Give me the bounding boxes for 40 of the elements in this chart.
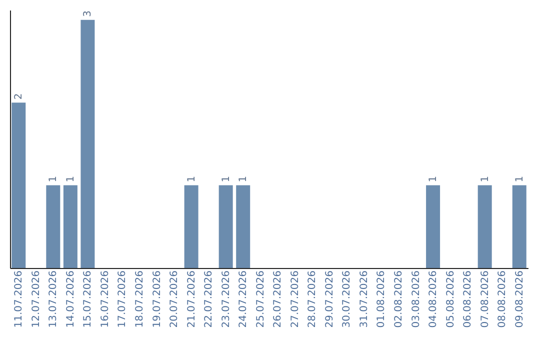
x-tick-label: 29.07.2026 — [324, 270, 336, 328]
data-label: 1 — [480, 176, 491, 182]
data-label: 1 — [186, 176, 198, 182]
x-tick-label: 11.07.2026 — [14, 270, 25, 328]
data-label: 1 — [238, 176, 250, 182]
x-tick-label: 30.07.2026 — [342, 270, 353, 328]
x-tick-label: 07.08.2026 — [480, 270, 491, 328]
x-tick-label: 22.07.2026 — [204, 270, 215, 328]
x-tick-label: 28.07.2026 — [307, 270, 318, 328]
x-tick-label: 05.08.2026 — [445, 270, 456, 328]
x-tick-label: 18.07.2026 — [134, 270, 146, 328]
x-tick-label: 12.07.2026 — [30, 270, 42, 328]
x-tick-label: 31.07.2026 — [358, 270, 370, 328]
x-tick-label: 01.08.2026 — [376, 270, 388, 328]
x-tick-label: 24.07.2026 — [238, 270, 250, 328]
x-tick-label: 17.07.2026 — [117, 270, 128, 328]
x-tick-label: 13.07.2026 — [48, 270, 60, 328]
data-label: 1 — [65, 176, 76, 182]
x-tick-label: 16.07.2026 — [100, 270, 111, 328]
data-label: 1 — [514, 176, 526, 182]
x-tick-label: 09.08.2026 — [514, 270, 526, 328]
x-tick-label: 14.07.2026 — [65, 270, 76, 328]
data-label: 1 — [48, 176, 60, 182]
x-tick-label: 25.07.2026 — [255, 270, 266, 328]
x-tick-label: 03.08.2026 — [410, 270, 422, 328]
data-label: 1 — [220, 176, 232, 182]
x-tick-label: 04.08.2026 — [428, 270, 440, 328]
x-tick-label: 26.07.2026 — [272, 270, 284, 328]
x-tick-label: 19.07.2026 — [152, 270, 163, 328]
x-tick-label: 21.07.2026 — [186, 270, 198, 328]
x-tick-label: 02.08.2026 — [394, 270, 404, 328]
x-tick-label: 27.07.2026 — [290, 270, 301, 328]
x-tick-label: 08.08.2026 — [497, 270, 508, 328]
x-tick-label: 06.08.2026 — [462, 270, 474, 328]
x-tick-label: 20.07.2026 — [169, 270, 180, 328]
data-label: 3 — [82, 10, 94, 17]
data-label: 1 — [428, 176, 440, 182]
x-tick-label: 15.07.2026 — [82, 270, 94, 328]
x-tick-label: 23.07.2026 — [220, 270, 232, 328]
data-label: 2 — [14, 93, 25, 100]
